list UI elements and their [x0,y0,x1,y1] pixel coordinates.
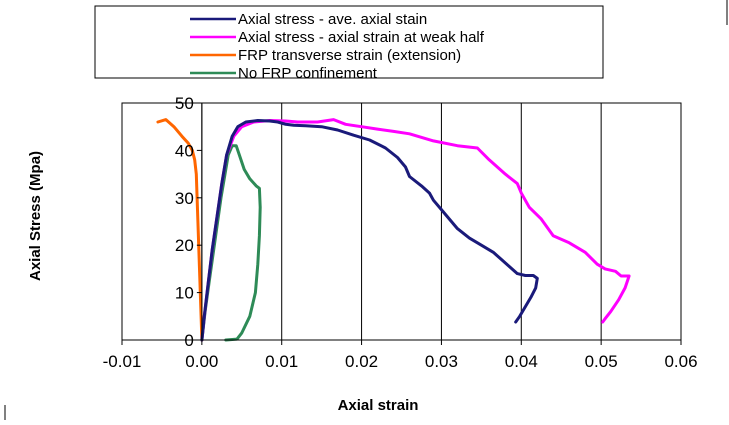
x-tick-label: 0.05 [585,352,618,371]
y-tick-label: 20 [175,236,194,255]
x-tick-label: 0.04 [505,352,538,371]
y-axis-title: Axial Stress (Mpa) [27,151,44,281]
x-tick-label: 0.06 [664,352,697,371]
x-tick-label: 0.03 [425,352,458,371]
ticks-layer: -0.01 0.00 0.01 0.02 0.03 0.04 0.05 0.06 0 10 20 30… [103,94,698,371]
series-line-2 [156,118,204,342]
series-line-0 [200,119,539,342]
y-tick-label: 0 [184,331,193,350]
x-tick-label: 0.00 [185,352,218,371]
series-layer [156,118,631,342]
x-tick-label: 0.01 [265,352,298,371]
legend-label-series-3: No FRP confinement [238,65,378,82]
legend-label-series-0: Axial stress - ave. axial stain [238,11,427,28]
series-line-3 [200,144,262,342]
y-tick-label: 40 [175,141,194,160]
y-tick-label: 10 [175,284,194,303]
legend-label-series-1: Axial stress - axial strain at weak half [238,29,485,46]
x-axis-title: Axial strain [338,397,419,414]
y-tick-label: 30 [175,189,194,208]
legend-label-series-2: FRP transverse strain (extension) [238,47,461,64]
x-tick-label: -0.01 [103,352,142,371]
y-tick-label: 50 [175,94,194,113]
x-tick-label: 0.02 [345,352,378,371]
legend: Axial stress - ave. axial stain Axial st… [94,5,604,82]
legend-box [94,5,604,79]
series-line-1 [200,118,631,342]
